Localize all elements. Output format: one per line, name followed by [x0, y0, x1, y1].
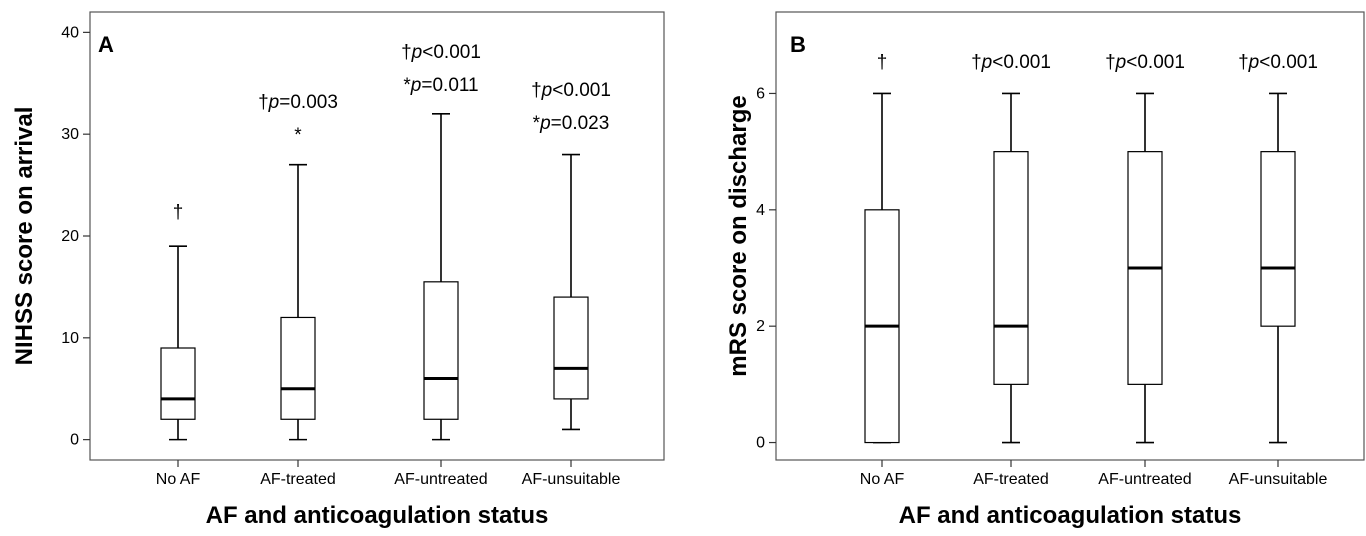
x-tick-label: AF-treated	[973, 471, 1049, 488]
y-tick-label: 40	[61, 24, 79, 41]
y-axis-label: NIHSS score on arrival	[11, 107, 38, 366]
x-tick-label: AF-treated	[260, 471, 336, 488]
y-tick-label: 4	[756, 202, 765, 219]
significance-annotation: *p=0.023	[533, 113, 610, 134]
y-tick-label: 10	[61, 330, 79, 347]
y-tick-label: 0	[756, 435, 765, 452]
iqr-box	[280, 316, 316, 420]
iqr-box	[423, 281, 459, 420]
iqr-box	[553, 296, 589, 400]
x-tick-label: No AF	[860, 471, 905, 488]
box-4	[1260, 92, 1296, 444]
box-3	[423, 113, 459, 441]
significance-annotation: †p<0.001	[971, 52, 1051, 73]
x-tick-label: AF-unsuitable	[522, 471, 621, 488]
significance-annotation: †p<0.001	[1105, 52, 1185, 73]
significance-annotation: †p<0.001	[1238, 52, 1318, 73]
plot-frame	[775, 11, 1365, 461]
x-axis-label: AF and anticoagulation status	[899, 502, 1242, 529]
y-tick-label: 0	[70, 432, 79, 449]
panel-label: B	[790, 32, 806, 57]
box-2	[993, 92, 1029, 444]
box-1	[160, 245, 196, 441]
panel-label: A	[98, 32, 114, 57]
significance-annotation: *p=0.011	[403, 75, 478, 96]
panel-a: A 0 10 20 30 40 NIHSS score on arrival No AF AF-…	[11, 11, 665, 529]
y-tick-label: 6	[756, 85, 765, 102]
x-tick-label: AF-untreated	[394, 471, 487, 488]
box-4	[553, 153, 589, 431]
x-tick-label: AF-unsuitable	[1229, 471, 1328, 488]
y-tick-label: 2	[756, 318, 765, 335]
x-axis-label: AF and anticoagulation status	[206, 502, 549, 529]
iqr-box	[160, 347, 196, 420]
y-axis-label: mRS score on discharge	[725, 95, 752, 376]
significance-annotation: †	[173, 202, 184, 223]
x-tick-label: AF-untreated	[1098, 471, 1191, 488]
x-tick-label: No AF	[156, 471, 201, 488]
iqr-box	[1260, 151, 1296, 327]
y-tick-label: 20	[61, 228, 79, 245]
box-3	[1127, 92, 1163, 444]
significance-annotation: †p<0.001	[401, 42, 481, 63]
box-1	[864, 92, 900, 444]
iqr-box	[993, 151, 1029, 385]
y-tick-label: 30	[61, 126, 79, 143]
significance-annotation: †	[877, 52, 888, 73]
significance-annotation: †p<0.001	[531, 80, 611, 101]
box-2	[280, 163, 316, 441]
significance-annotation: †p=0.003	[258, 92, 338, 113]
significance-annotation: *	[294, 125, 302, 146]
